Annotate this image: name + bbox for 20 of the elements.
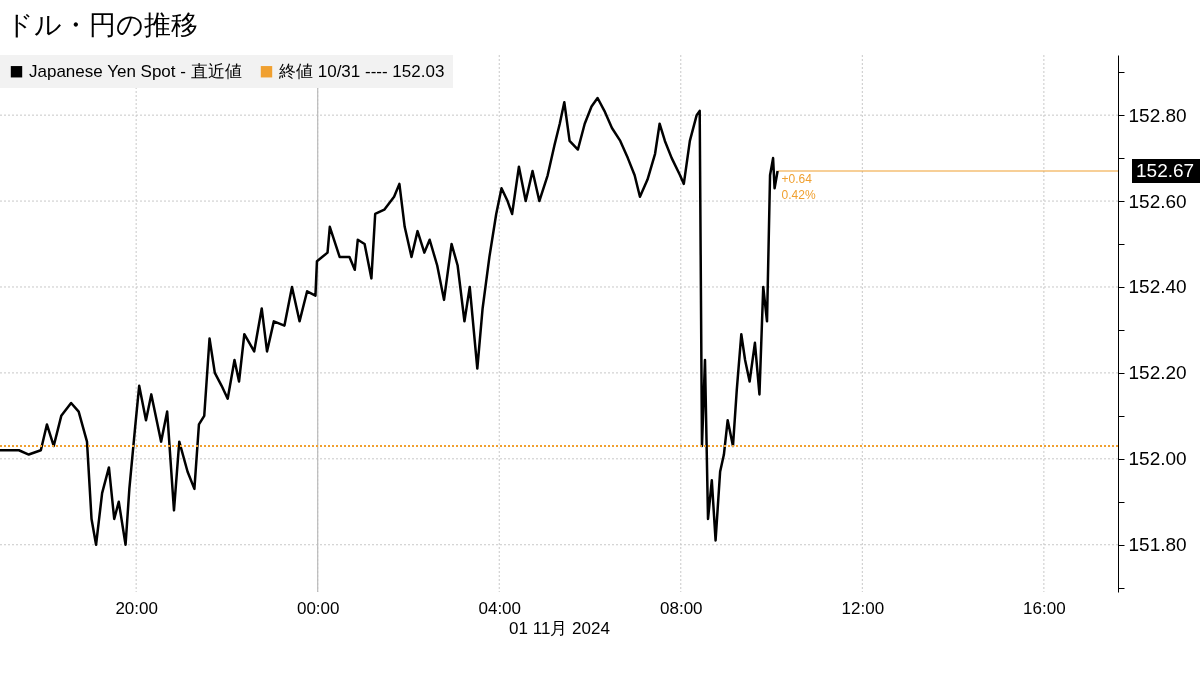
y-tick-label: 152.60	[1128, 190, 1187, 212]
x-tick-label: 08:00	[660, 598, 703, 618]
annotation: 0.42%	[781, 187, 816, 202]
ref-line-label: 152.67	[1136, 159, 1195, 181]
line-series	[0, 96, 779, 546]
legend-label: 終値 10/31 ---- 152.03	[278, 61, 445, 81]
y-tick-label: 152.00	[1128, 448, 1187, 470]
y-tick-label: 152.80	[1128, 104, 1187, 126]
y-tick-label: 151.80	[1128, 534, 1187, 556]
x-axis-title: 01 11月 2024	[509, 618, 610, 638]
legend-label: Japanese Yen Spot - 直近値	[29, 61, 242, 81]
x-tick-label: 16:00	[1023, 598, 1066, 618]
x-tick-label: 12:00	[841, 598, 885, 618]
chart-title: ドル・円の推移	[6, 10, 198, 41]
x-tick-label: 00:00	[296, 598, 340, 618]
x-tick-label: 04:00	[478, 598, 522, 618]
y-tick-label: 152.20	[1128, 362, 1187, 384]
annotation: +0.64	[781, 171, 813, 186]
x-tick-label: 20:00	[115, 598, 158, 618]
y-tick-label: 152.40	[1128, 276, 1187, 298]
